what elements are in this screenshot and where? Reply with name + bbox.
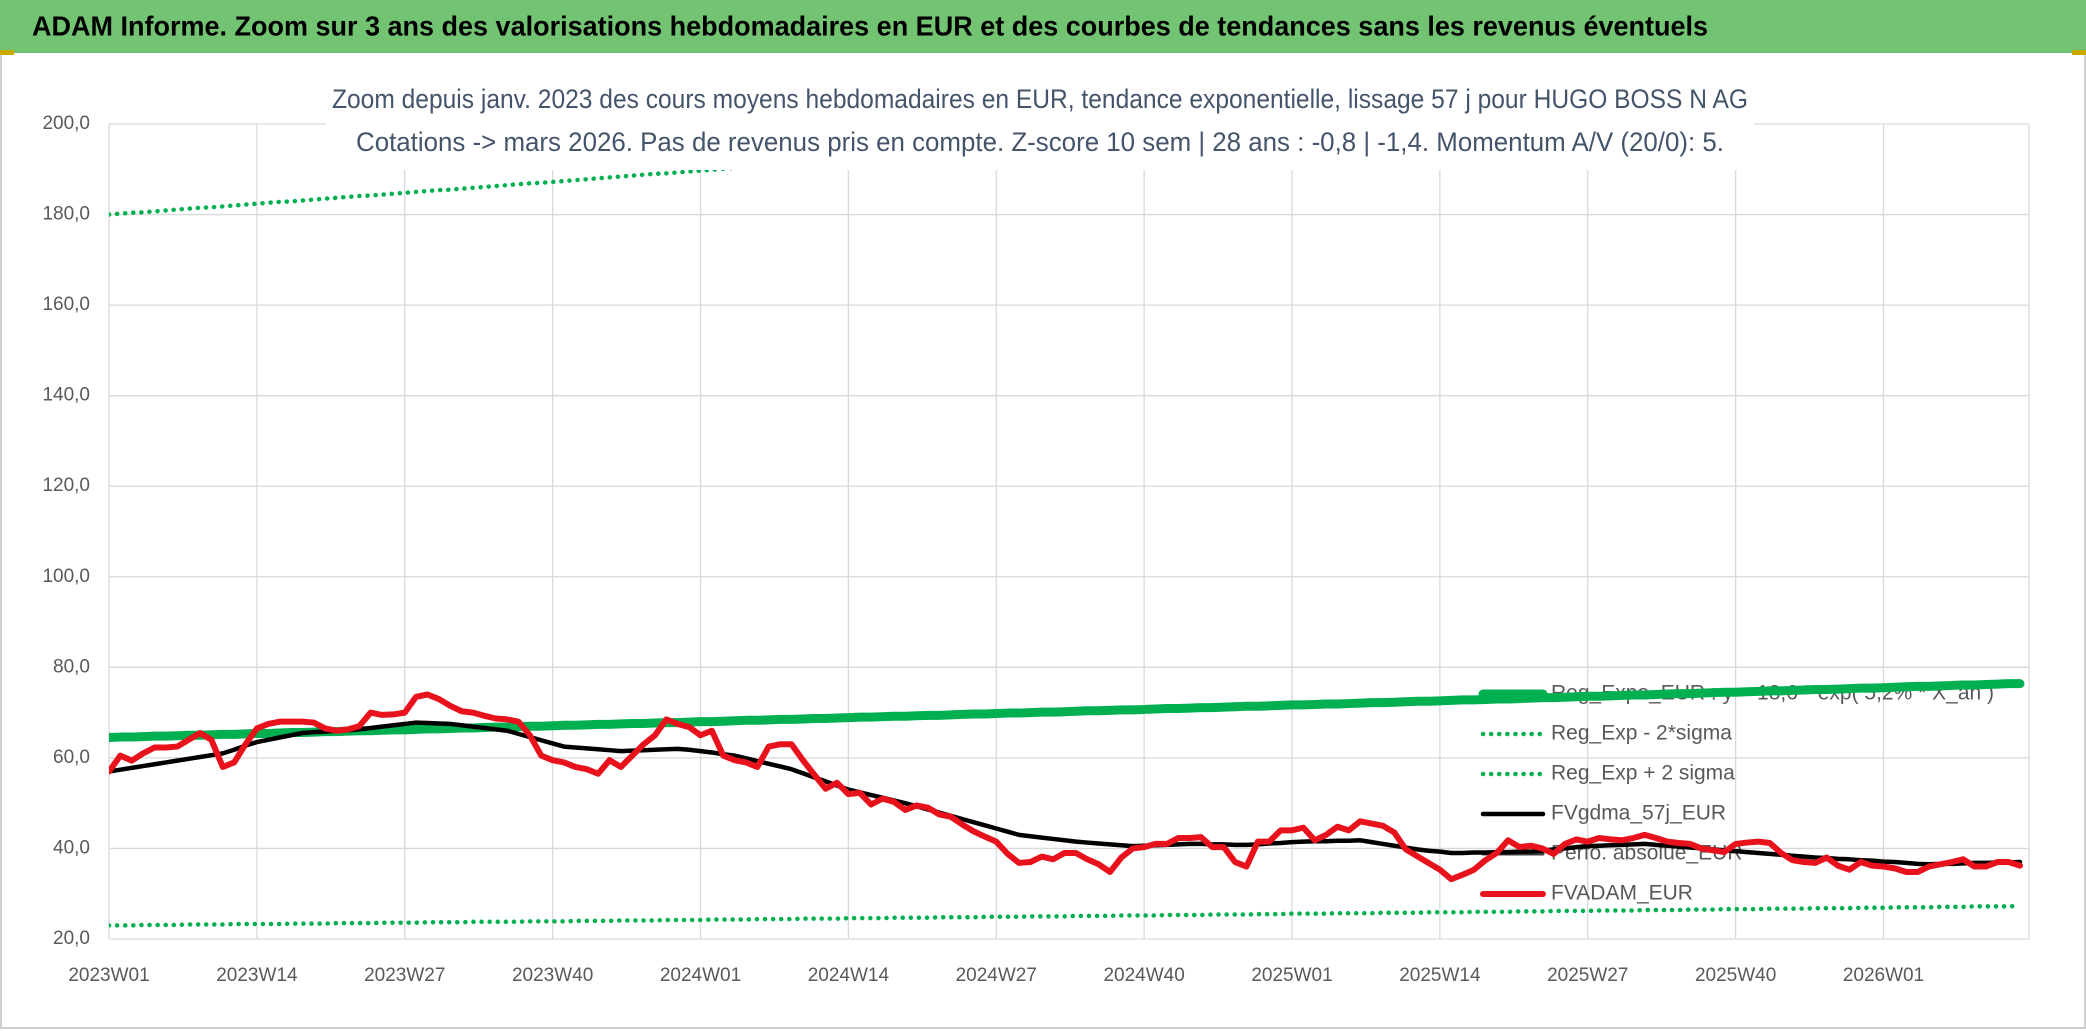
y-tick-label: 120,0 [42,475,90,496]
x-tick-label: 2025W40 [1695,965,1776,986]
x-tick-label: 2025W01 [1251,965,1332,986]
x-tick-label: 2023W27 [364,965,445,986]
chart-title: Cotations -> mars 2026. Pas de revenus p… [356,127,1724,157]
x-tick-label: 2025W14 [1399,965,1481,986]
x-tick-label: 2025W27 [1547,965,1628,986]
x-tick-label: 2023W40 [512,965,593,986]
x-tick-label: 2023W01 [68,965,149,986]
y-tick-label: 100,0 [42,566,90,587]
chart-frame [0,51,2086,1029]
series-line [109,679,2025,743]
header-band [0,0,2086,53]
y-tick-label: 200,0 [42,113,90,134]
chart-title: Zoom depuis janv. 2023 des cours moyens … [332,84,1748,114]
y-tick-label: 40,0 [53,837,90,858]
legend-label: Reg_Exp + 2 sigma [1551,762,1735,785]
y-tick-label: 160,0 [42,294,90,315]
legend-label: FVgdma_57j_EUR [1551,802,1726,825]
x-tick-label: 2024W01 [660,965,741,986]
page-title: ADAM Informe. Zoom sur 3 ans des valoris… [32,10,1708,41]
x-tick-label: 2024W27 [956,965,1037,986]
y-tick-label: 180,0 [42,204,90,225]
plot: 20,0 40,0 60,0 80,0 100,0 120,0 140,0 160,0 180,… [42,80,2030,986]
y-tick-label: 20,0 [53,928,90,949]
header-accent [2072,50,2086,55]
series-layer [109,124,2025,928]
legend-label: Reg_Exp - 2*sigma [1551,722,1732,745]
series-line [109,691,2023,883]
title-box [326,80,1754,170]
series-line [109,903,2023,928]
y-tick-label: 60,0 [53,747,90,768]
y-tick-label: 80,0 [53,656,90,677]
legend-label: FVADAM_EUR [1551,882,1693,905]
x-tick-label: 2024W40 [1103,965,1184,986]
x-tick-label: 2026W01 [1843,965,1924,986]
x-tick-label: 2023W14 [216,965,298,986]
x-tick-label: 2024W14 [808,965,890,986]
header-accent [0,50,14,55]
y-tick-label: 140,0 [42,385,90,406]
